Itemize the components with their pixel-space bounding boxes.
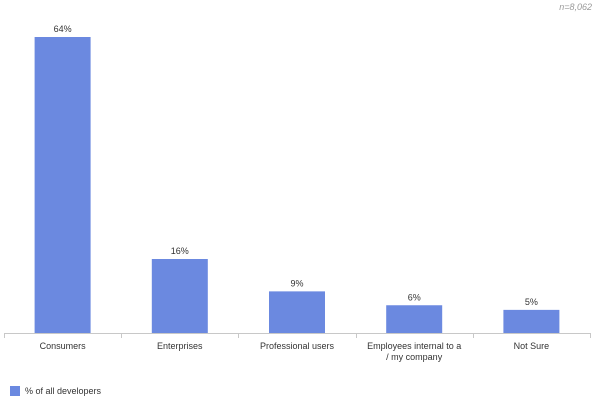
x-tick-label: Employees internal to a: [367, 341, 461, 351]
bar: [151, 259, 208, 333]
x-tick-label: Consumers: [40, 341, 87, 351]
legend: % of all developers: [10, 386, 101, 396]
x-tick-label: Not Sure: [514, 341, 550, 351]
sample-size-note: n=8,062: [559, 2, 592, 12]
bar: [34, 37, 91, 333]
x-tick-label: Professional users: [260, 341, 335, 351]
bar: [503, 309, 560, 333]
bar: [386, 305, 443, 333]
bar-data-label: 64%: [54, 24, 72, 34]
legend-label: % of all developers: [25, 386, 102, 396]
bar-data-label: 5%: [525, 297, 538, 307]
bar-chart: 64% Consumers 16% Enterprises 9% Professional…: [4, 24, 591, 362]
bar-data-label: 16%: [171, 246, 189, 256]
bar-data-label: 6%: [408, 292, 421, 302]
bar: [269, 291, 325, 333]
x-tick-label: / my company: [386, 352, 443, 362]
legend-swatch: [10, 386, 20, 396]
bar-data-label: 9%: [290, 278, 303, 288]
x-tick-label: Enterprises: [157, 341, 203, 351]
